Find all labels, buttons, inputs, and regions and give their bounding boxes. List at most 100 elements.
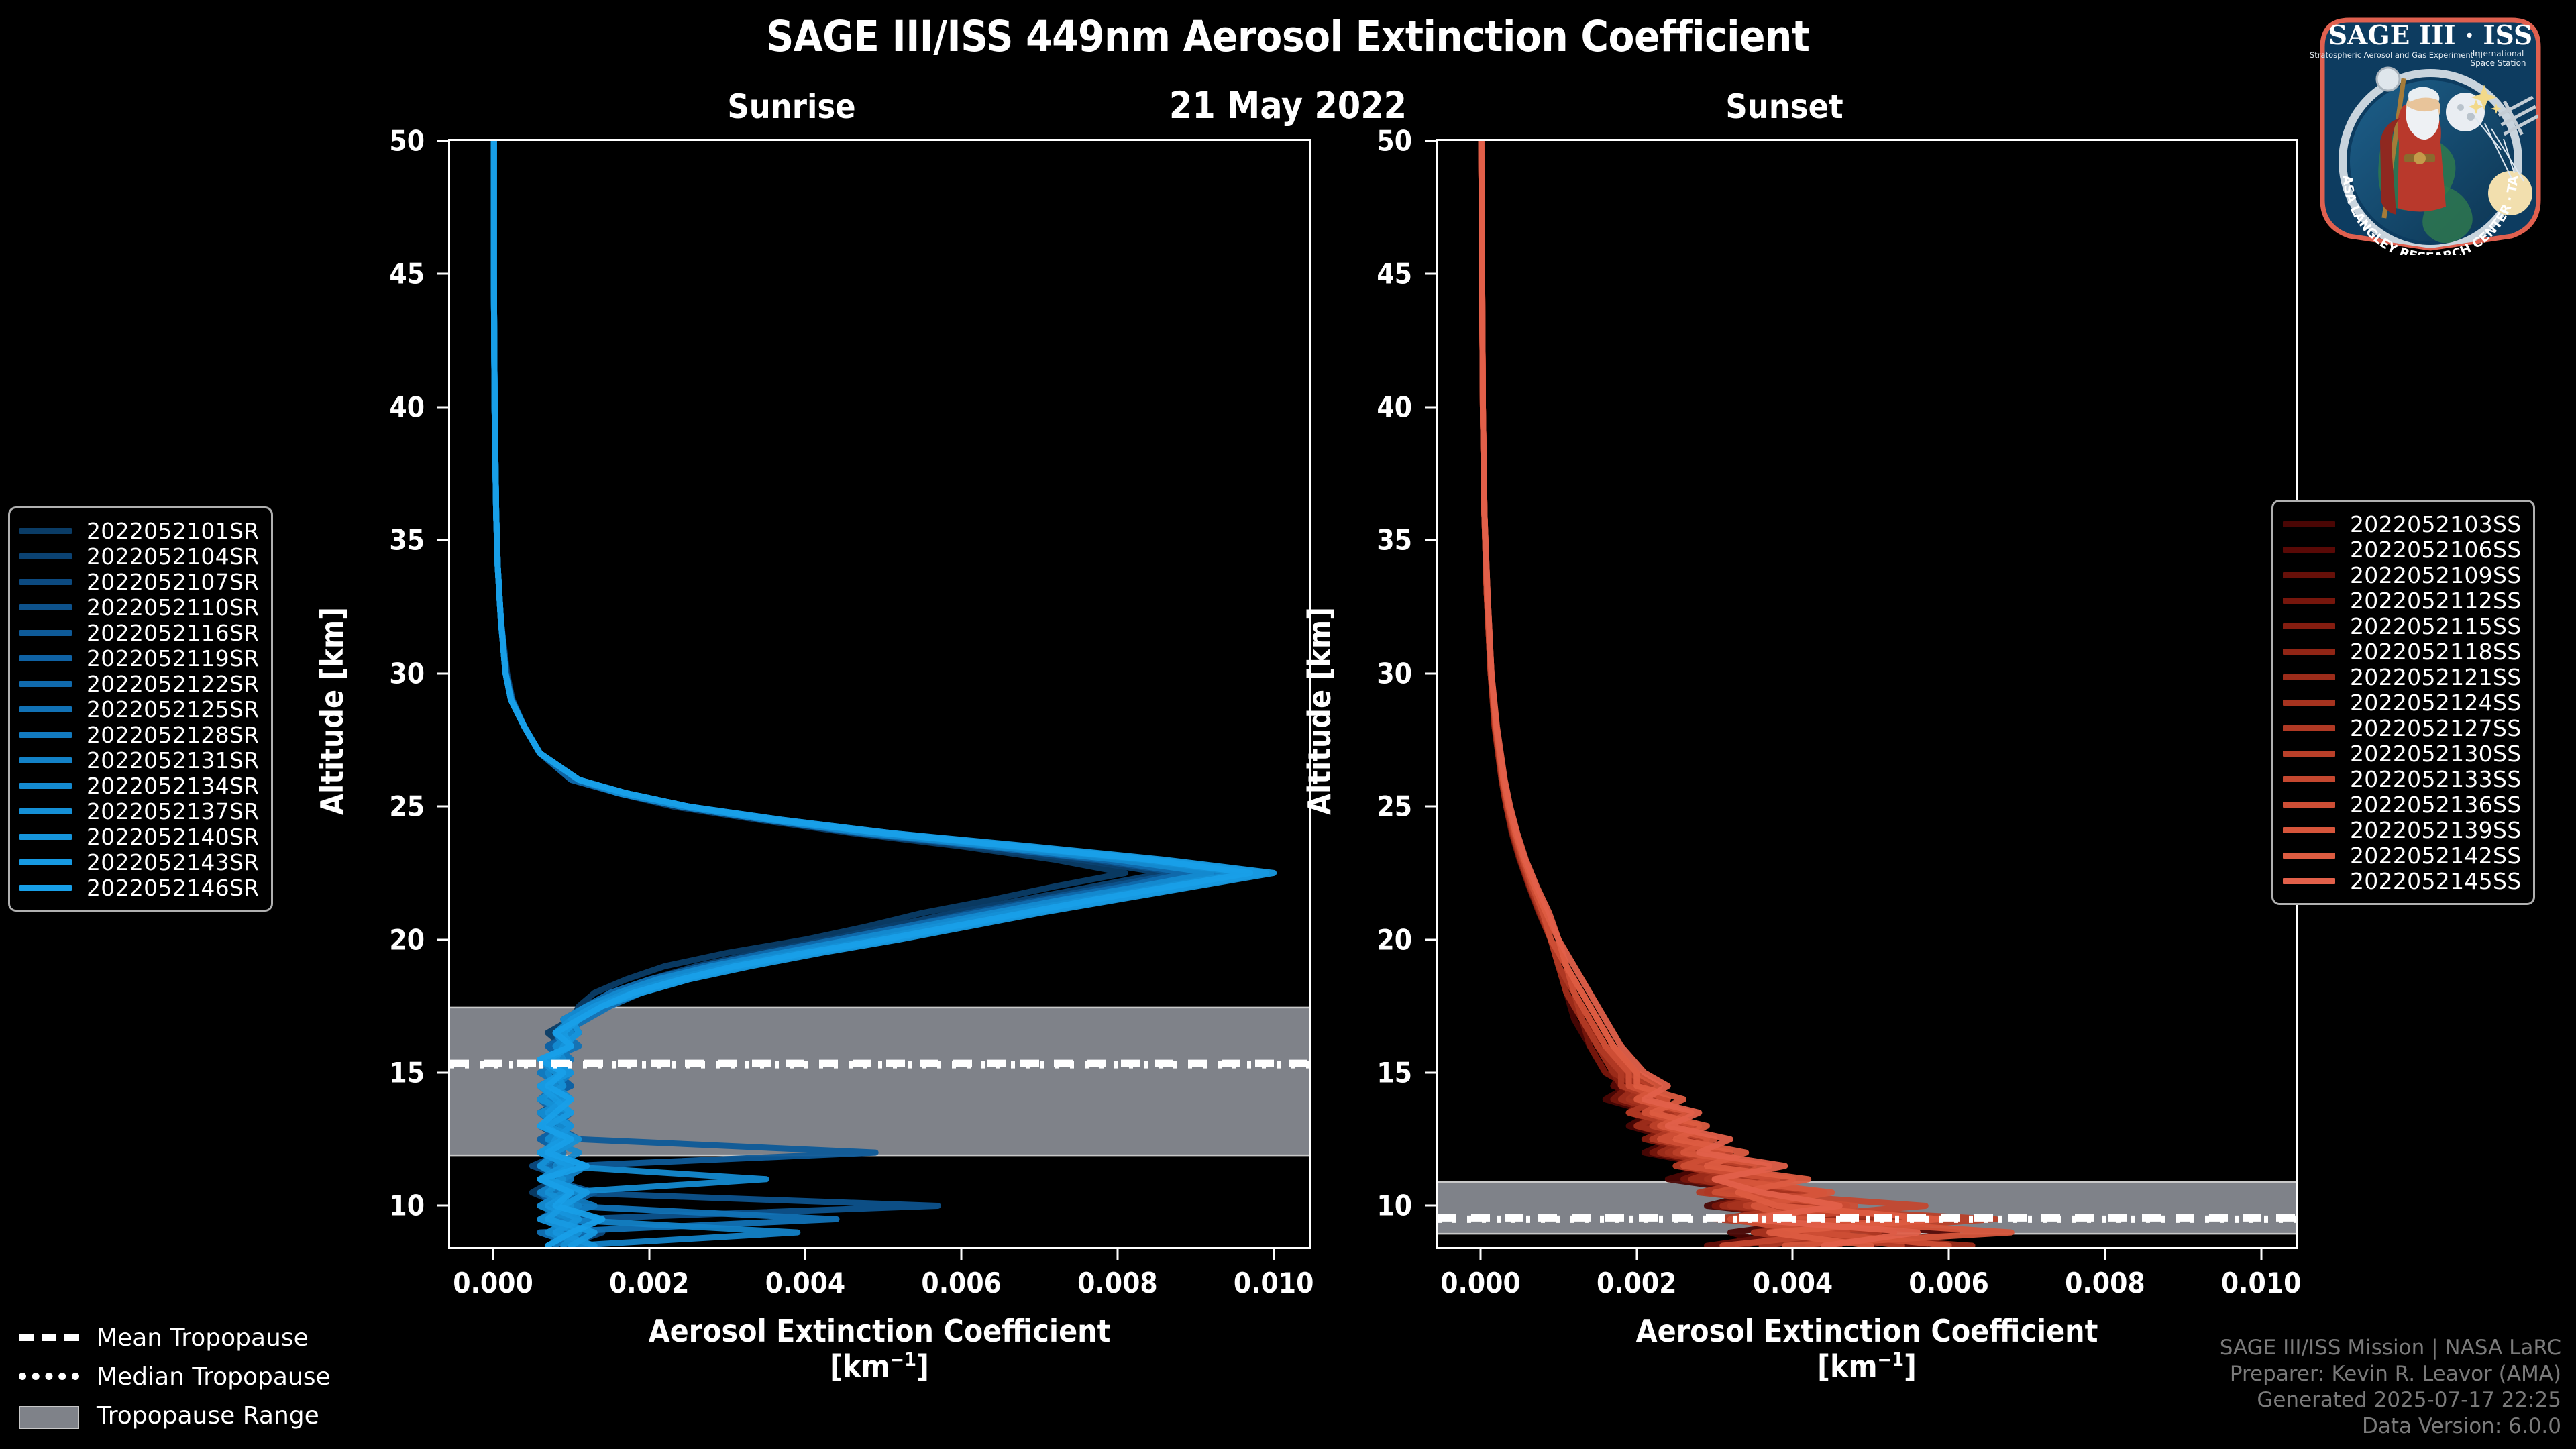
legend-item-label: 2022052122SR bbox=[87, 670, 260, 697]
legend-item[interactable]: 2022052110SR bbox=[19, 594, 259, 621]
profile-line bbox=[1478, 141, 1882, 1247]
sunrise-legend[interactable]: 2022052101SR 2022052104SR 2022052107SR 2022… bbox=[8, 506, 274, 912]
y-axis-tick bbox=[1425, 938, 1436, 941]
y-axis-tick-label: 30 bbox=[1377, 657, 1412, 690]
logo-subtitle-right-2: Space Station bbox=[2470, 58, 2526, 68]
legend-item[interactable]: 2022052136SS bbox=[2283, 792, 2521, 818]
legend-item[interactable]: 2022052124SS bbox=[2283, 690, 2521, 716]
y-axis-tick-label: 50 bbox=[1377, 124, 1412, 158]
x-axis-tick-label: 0.000 bbox=[453, 1267, 533, 1299]
credits-line-version: Data Version: 6.0.0 bbox=[2361, 1413, 2561, 1438]
legend-item[interactable]: 2022052104SR bbox=[19, 543, 259, 570]
legend-item-label: 2022052142SS bbox=[2350, 842, 2522, 869]
tropopause-legend-key bbox=[19, 1329, 79, 1346]
legend-color-swatch bbox=[2283, 826, 2335, 833]
sunrise-plot-area bbox=[448, 139, 1311, 1249]
legend-item[interactable]: 2022052116SR bbox=[19, 619, 260, 646]
legend-item[interactable]: 2022052119SR bbox=[19, 645, 259, 672]
y-axis-tick bbox=[437, 406, 448, 409]
legend-item[interactable]: 2022052130SS bbox=[2283, 740, 2522, 767]
legend-color-swatch bbox=[2283, 674, 2335, 680]
y-axis-tick bbox=[1425, 140, 1436, 142]
x-axis-tick-label: 0.000 bbox=[1440, 1267, 1521, 1299]
y-axis-tick bbox=[1425, 539, 1436, 541]
legend-item[interactable]: 2022052146SR bbox=[19, 875, 259, 901]
page-title: SAGE III/ISS 449nm Aerosol Extinction Co… bbox=[766, 12, 1810, 61]
sunrise-plot-canvas bbox=[450, 141, 1309, 1247]
y-axis-tick-label: 20 bbox=[389, 923, 425, 957]
legend-item[interactable]: 2022052128SR bbox=[19, 722, 259, 748]
legend-item[interactable]: 2022052106SS bbox=[2283, 536, 2522, 563]
legend-item[interactable]: 2022052127SS bbox=[2283, 715, 2521, 741]
x-axis-tick-label: 0.004 bbox=[765, 1267, 846, 1299]
profile-line bbox=[1478, 141, 1898, 1247]
legend-item-label: 2022052116SR bbox=[87, 619, 260, 646]
x-axis-tick-label: 0.010 bbox=[1233, 1267, 1314, 1299]
legend-color-swatch bbox=[19, 731, 72, 738]
legend-item[interactable]: 2022052112SS bbox=[2283, 588, 2521, 614]
legend-item-label: 2022052130SS bbox=[2350, 740, 2522, 767]
legend-item[interactable]: 2022052125SR bbox=[19, 696, 259, 722]
sunset-plot-area bbox=[1436, 139, 2298, 1249]
legend-item-label: 2022052131SR bbox=[87, 747, 260, 773]
x-axis-tick bbox=[960, 1249, 963, 1260]
credits-block: SAGE III/ISS Mission | NASA LaRC Prepare… bbox=[2220, 1335, 2561, 1440]
x-axis-tick-label: 0.006 bbox=[921, 1267, 1002, 1299]
legend-item[interactable]: 2022052143SR bbox=[19, 849, 259, 875]
x-axis-tick-label: 0.002 bbox=[608, 1267, 690, 1299]
credits-line-preparer: Preparer: Kevin R. Leavor (AMA) bbox=[2229, 1361, 2561, 1386]
legend-item[interactable]: 2022052118SS bbox=[2283, 639, 2521, 665]
profile-line bbox=[1478, 141, 1999, 1247]
profile-line bbox=[1478, 141, 1976, 1247]
y-axis-tick-label: 50 bbox=[389, 124, 425, 158]
legend-color-swatch bbox=[19, 680, 72, 687]
legend-color-swatch bbox=[19, 553, 72, 559]
legend-item[interactable]: 2022052145SS bbox=[2283, 868, 2521, 894]
legend-color-swatch bbox=[2283, 699, 2335, 706]
legend-color-swatch bbox=[19, 604, 72, 610]
legend-item[interactable]: 2022052115SS bbox=[2283, 613, 2521, 639]
logo-title: SAGE III · ISS bbox=[2328, 20, 2532, 51]
legend-item[interactable]: 2022052134SR bbox=[19, 773, 259, 799]
legend-item-label: 2022052107SR bbox=[87, 568, 260, 595]
legend-color-swatch bbox=[2283, 572, 2335, 578]
sunset-plot-canvas bbox=[1438, 141, 2296, 1247]
x-axis-tick-label: 0.006 bbox=[1909, 1267, 1989, 1299]
x-axis-tick bbox=[1479, 1249, 1482, 1260]
x-axis-tick-label: 0.002 bbox=[1596, 1267, 1677, 1299]
legend-item[interactable]: 2022052101SR bbox=[19, 517, 260, 544]
x-axis-tick bbox=[1273, 1249, 1275, 1260]
legend-item[interactable]: 2022052107SR bbox=[19, 568, 260, 595]
y-axis-tick bbox=[437, 805, 448, 808]
legend-item[interactable]: 2022052122SR bbox=[19, 670, 260, 697]
profile-line bbox=[1478, 141, 1929, 1247]
legend-item-label: 2022052143SR bbox=[87, 849, 260, 875]
profile-line bbox=[1478, 141, 1929, 1247]
y-axis-tick bbox=[1425, 1204, 1436, 1207]
legend-item-label: 2022052106SS bbox=[2350, 536, 2522, 563]
legend-item[interactable]: 2022052109SS bbox=[2283, 562, 2521, 588]
y-axis-tick-label: 45 bbox=[1377, 257, 1412, 290]
legend-item-label: 2022052101SR bbox=[87, 517, 260, 544]
legend-item[interactable]: 2022052103SS bbox=[2283, 511, 2521, 537]
legend-item[interactable]: 2022052131SR bbox=[19, 747, 259, 773]
legend-item[interactable]: 2022052139SS bbox=[2283, 817, 2521, 843]
legend-item[interactable]: 2022052133SS bbox=[2283, 766, 2521, 792]
legend-color-swatch bbox=[19, 629, 72, 636]
legend-color-swatch bbox=[19, 578, 72, 585]
y-axis-tick bbox=[437, 1071, 448, 1074]
sunset-legend[interactable]: 2022052103SS 2022052106SS 2022052109SS 2022… bbox=[2271, 500, 2536, 905]
legend-color-swatch bbox=[19, 655, 72, 661]
y-axis-tick-label: 35 bbox=[389, 523, 425, 557]
legend-item-label: 2022052145SS bbox=[2350, 867, 2522, 894]
legend-color-swatch bbox=[2283, 724, 2335, 731]
legend-item[interactable]: 2022052140SR bbox=[19, 824, 259, 850]
legend-item[interactable]: 2022052137SR bbox=[19, 798, 259, 824]
legend-color-swatch bbox=[2283, 521, 2335, 527]
y-axis-tick-label: 15 bbox=[1377, 1056, 1412, 1089]
legend-item-label: 2022052133SS bbox=[2350, 765, 2522, 792]
tropopause-legend: Mean Tropopause Median Tropopause Tropopau… bbox=[19, 1318, 331, 1435]
legend-item[interactable]: 2022052121SS bbox=[2283, 664, 2521, 690]
legend-item[interactable]: 2022052142SS bbox=[2283, 842, 2522, 869]
legend-color-swatch bbox=[2283, 597, 2335, 604]
